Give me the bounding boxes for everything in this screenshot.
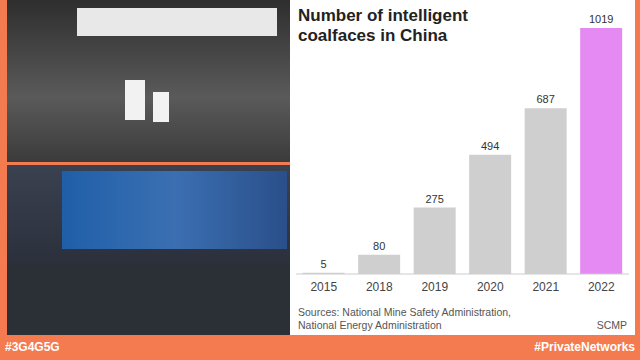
html-text:Sources: National Mine Safety: Sources: National Mine Safety Administra… [298,306,511,331]
html-text:Number of intelligent coalface: Number of intelligent coalfaces in China [298,6,468,45]
svg-text:2020: 2020 [477,280,504,294]
html-text:SCMP: SCMP [596,319,627,331]
svg-text:2021: 2021 [532,280,559,294]
html-text:#PrivateNetworks: #PrivateNetworks [534,340,635,354]
svg-text:494: 494 [481,140,499,152]
svg-text:1019: 1019 [589,13,613,25]
svg-text:80: 80 [373,240,385,252]
html-text:#3G4G5G: #3G4G5G [5,340,60,354]
svg-text:275: 275 [425,193,443,205]
svg-text:2015: 2015 [310,280,337,294]
svg-text:2018: 2018 [366,280,393,294]
svg-text:687: 687 [536,93,554,105]
svg-text:2022: 2022 [588,280,615,294]
svg-text:5: 5 [321,258,327,270]
svg-text:2019: 2019 [421,280,448,294]
